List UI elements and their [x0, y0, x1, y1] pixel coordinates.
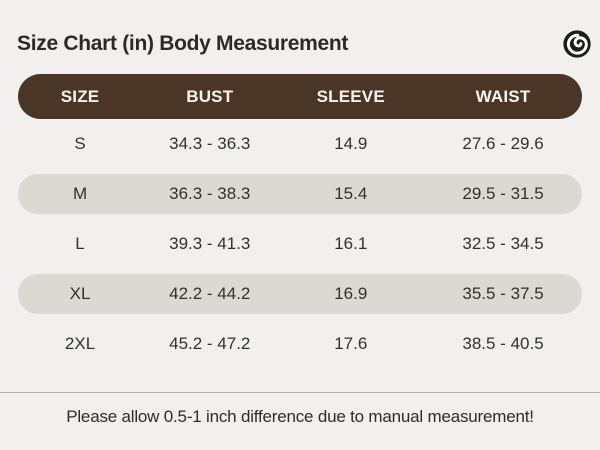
size-value: 2XL	[64, 334, 96, 353]
size-value: S	[74, 134, 86, 153]
brand-swirl-icon	[563, 30, 591, 58]
column-header-sleeve: SLEEVE	[316, 86, 385, 106]
page-title: Size Chart (in) Body Measurement	[17, 32, 349, 55]
table-row-xl: XL 42.2 - 44.2 16.9 35.5 - 37.5	[18, 274, 582, 314]
table-row-2xl: 2XL 45.2 - 47.2 17.6 38.5 - 40.5	[18, 319, 582, 369]
size-value: L	[75, 234, 85, 253]
column-header-waist: WAIST	[475, 86, 531, 106]
bust-value: 42.2 - 44.2	[169, 284, 251, 303]
table-header-row: SIZE BUST SLEEVE WAIST	[18, 74, 582, 119]
footer-divider	[0, 392, 600, 393]
header: Size Chart (in) Body Measurement	[0, 0, 600, 61]
sleeve-value: 16.1	[334, 234, 368, 253]
table-row-s: S 34.3 - 36.3 14.9 27.6 - 29.6	[18, 119, 582, 169]
column-header-bust: BUST	[186, 86, 234, 106]
sleeve-value: 14.9	[334, 134, 368, 153]
bust-value: 34.3 - 36.3	[169, 134, 251, 153]
waist-value: 35.5 - 37.5	[462, 284, 544, 303]
bust-value: 36.3 - 38.3	[169, 184, 251, 203]
sleeve-value: 17.6	[334, 334, 368, 353]
size-chart-table: SIZE BUST SLEEVE WAIST S 34.3 - 36.3 14.…	[18, 74, 582, 369]
bust-value: 45.2 - 47.2	[169, 334, 251, 353]
sleeve-value: 16.9	[334, 284, 368, 303]
bust-value: 39.3 - 41.3	[169, 234, 251, 253]
measurement-note: Please allow 0.5-1 inch difference due t…	[66, 407, 534, 426]
table-row-m: M 36.3 - 38.3 15.4 29.5 - 31.5	[18, 174, 582, 214]
column-header-size: SIZE	[60, 86, 100, 106]
waist-value: 38.5 - 40.5	[462, 334, 544, 353]
size-value: XL	[69, 284, 91, 303]
size-value: M	[72, 184, 88, 203]
sleeve-value: 15.4	[334, 184, 368, 203]
waist-value: 27.6 - 29.6	[462, 134, 544, 153]
waist-value: 29.5 - 31.5	[462, 184, 544, 203]
waist-value: 32.5 - 34.5	[462, 234, 544, 253]
table-row-l: L 39.3 - 41.3 16.1 32.5 - 34.5	[18, 219, 582, 269]
